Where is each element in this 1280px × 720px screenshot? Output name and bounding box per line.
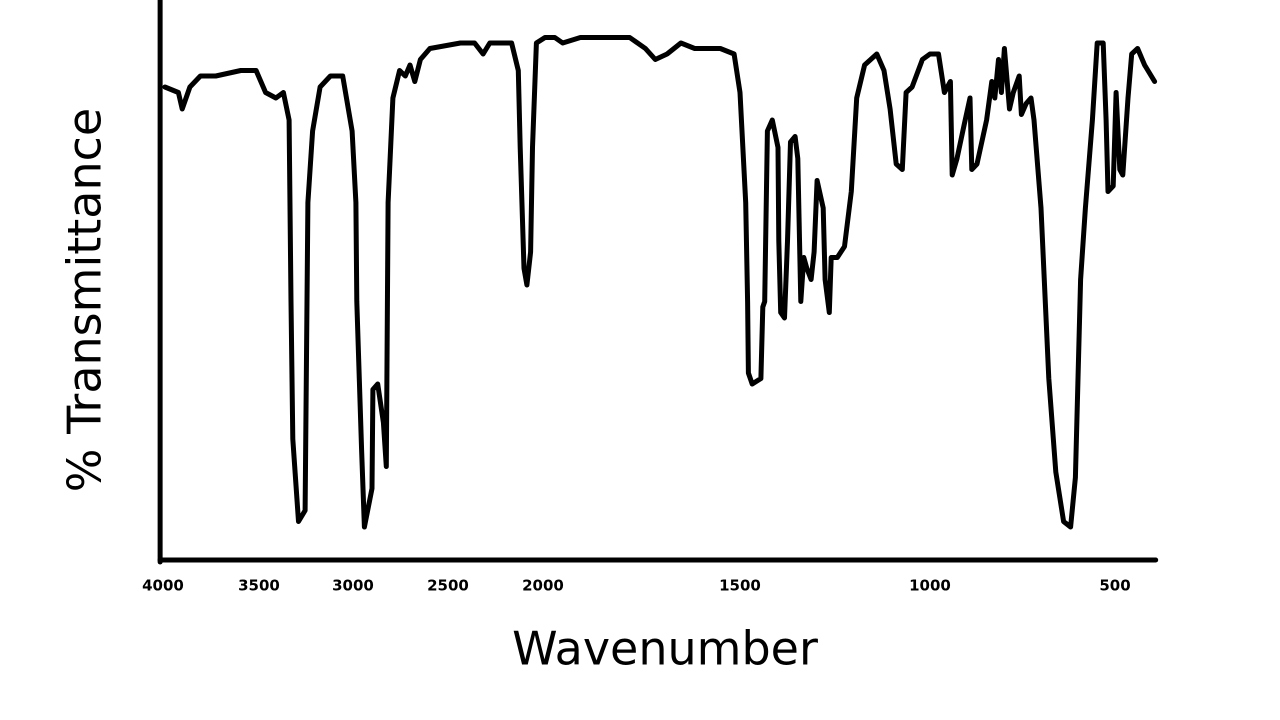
y-axis-title: % Transmittance [58,108,112,493]
x-tick-label: 4000 [142,577,184,595]
x-tick-label: 500 [1099,577,1130,595]
spectrum-line [162,35,1158,530]
x-axis-title: Wavenumber [512,622,818,676]
x-tick-label: 2500 [427,577,469,595]
x-tick-label: 1500 [719,577,761,595]
x-tick-label: 3000 [332,577,374,595]
x-tick-label: 3500 [238,577,280,595]
x-tick-label: 2000 [522,577,564,595]
x-tick-label: 1000 [909,577,951,595]
